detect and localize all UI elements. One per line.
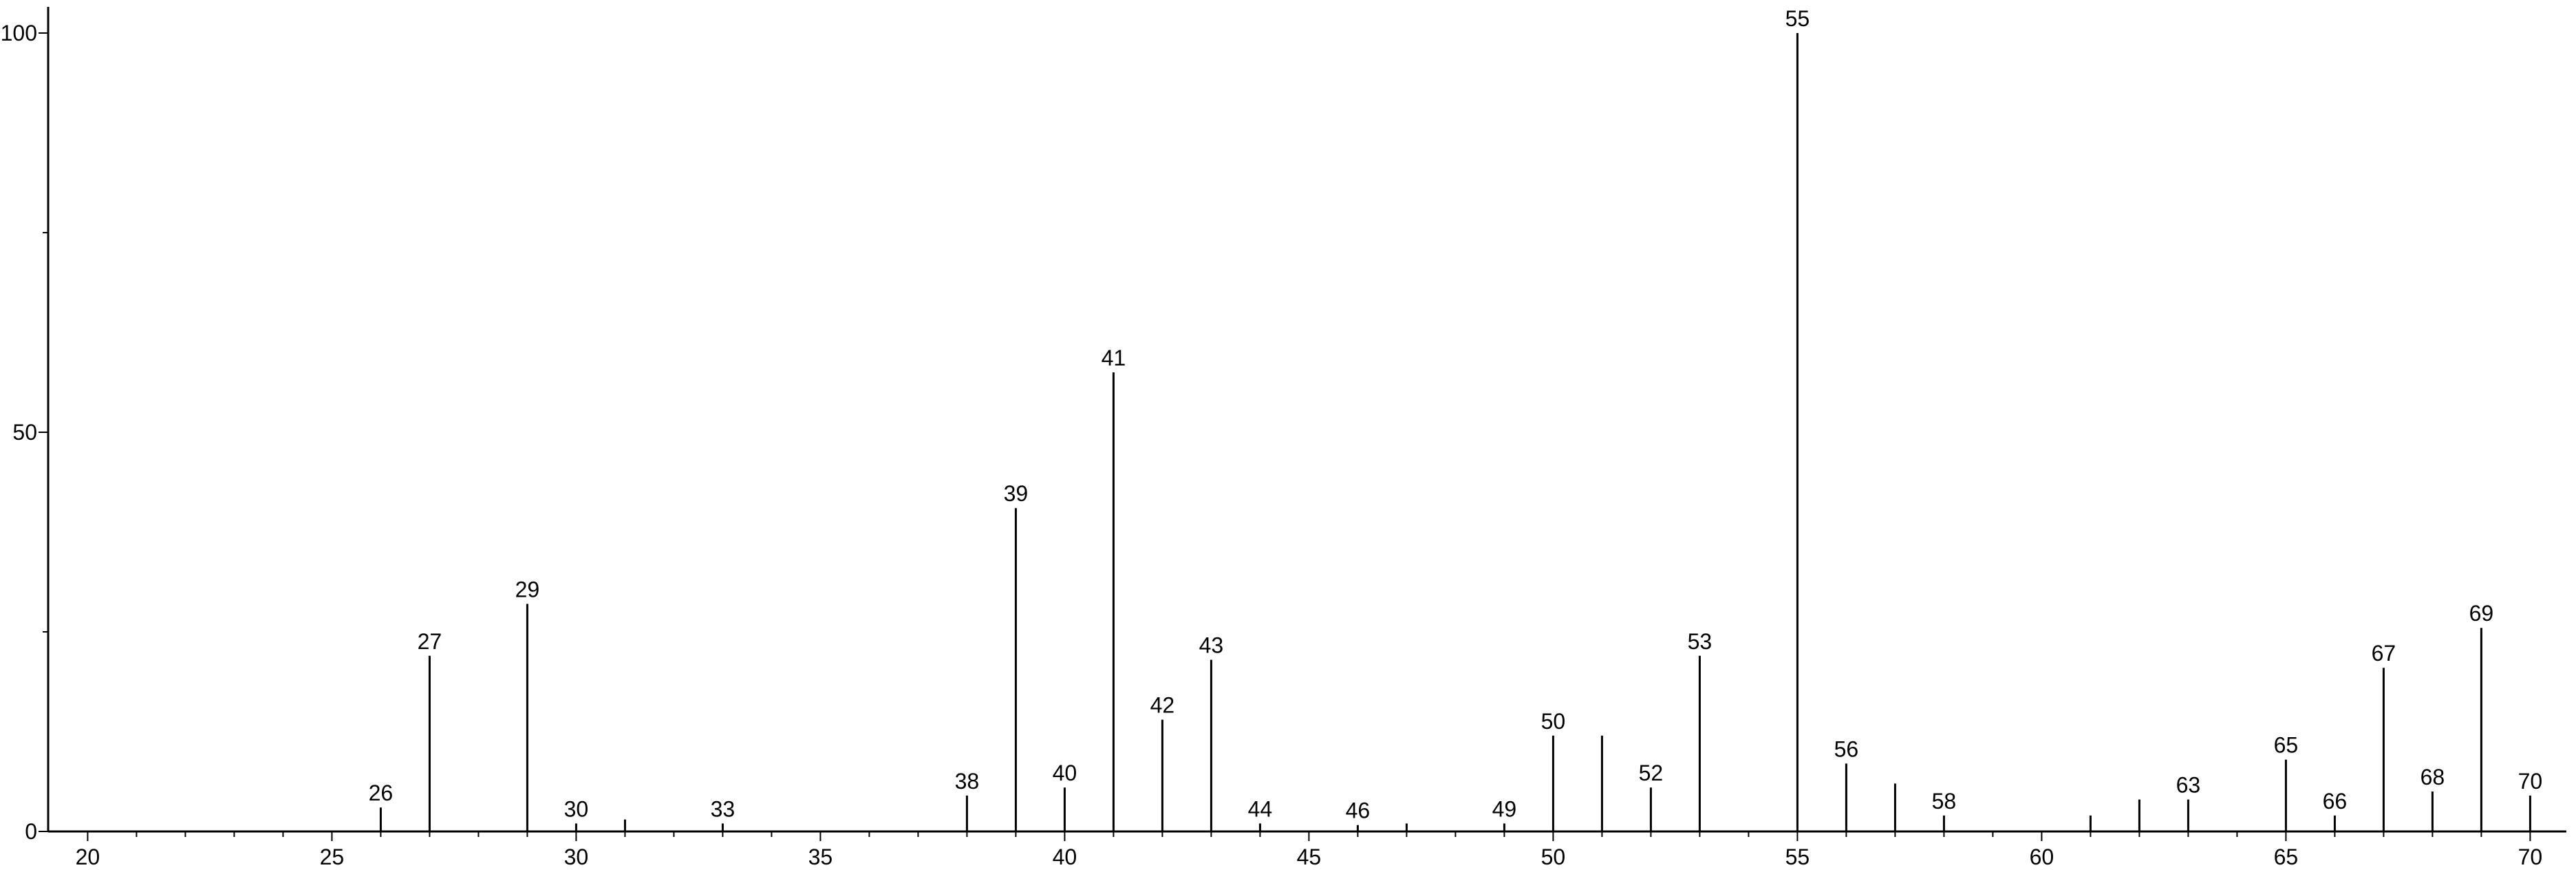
peak-label: 46 [1346,798,1371,823]
peak-label: 40 [1053,761,1077,785]
peak-label: 43 [1199,633,1224,658]
peak-label: 26 [369,781,394,805]
peak-label: 68 [2421,765,2445,789]
peak-label: 50 [1541,709,1566,734]
x-tick-label: 55 [1785,845,1810,869]
peak-label: 39 [1004,481,1029,506]
x-tick-label: 45 [1297,845,1322,869]
peak-label: 69 [2469,601,2494,626]
peak-labels: 26 27 29 30 33 38 39 40 41 42 43 44 46 49 50 52 53 55 56 58… [369,6,2543,823]
peak-label: 55 [1785,6,1810,31]
peak-label: 27 [418,629,442,654]
peak-label: 67 [2372,641,2396,666]
x-tick-label: 60 [2030,845,2054,869]
peak-label: 65 [2274,733,2299,758]
peak-label: 44 [1248,796,1273,821]
peak-label: 53 [1688,629,1713,654]
peak-label: 30 [564,796,589,821]
x-tick-label: 50 [1541,845,1566,869]
x-tick-label: 25 [320,845,345,869]
peak-label: 70 [2518,769,2543,794]
x-tick-label: 70 [2518,845,2543,869]
peak-label: 58 [1932,789,1957,814]
x-tick-label: 20 [76,845,100,869]
peak-label: 42 [1150,693,1175,718]
peak-label: 63 [2176,773,2201,798]
x-tick-label: 30 [564,845,589,869]
peak-label: 56 [1834,736,1859,761]
y-tick-label: 0 [25,819,37,844]
y-tick-label: 50 [12,420,37,445]
peak-label: 41 [1102,346,1126,370]
peak-label: 38 [955,769,980,794]
axes: 2025303540455055606570758085909510010511… [1,7,2566,869]
peak-bars [379,33,2531,831]
x-tick-label: 65 [2274,845,2299,869]
peak-label: 66 [2323,789,2348,814]
x-tick-label: 35 [808,845,833,869]
peak-label: 33 [711,796,736,821]
x-tick-label: 40 [1053,845,1077,869]
peak-label: 52 [1639,761,1664,785]
y-tick-label: 100 [1,21,37,45]
peak-label: 29 [515,577,540,602]
peak-label: 49 [1492,796,1517,821]
